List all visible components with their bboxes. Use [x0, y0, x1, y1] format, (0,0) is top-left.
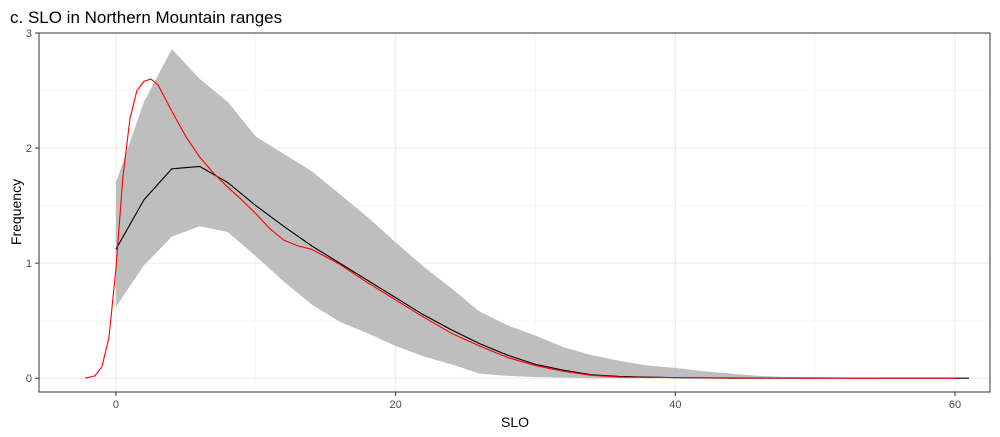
- series-lines-layer: [85, 78, 970, 379]
- x-axis-title: SLO: [501, 414, 529, 430]
- y-tick-label: 3: [26, 28, 32, 40]
- x-tick-label: 0: [113, 399, 119, 411]
- axis-ticks-layer: 0 20 40 60 0 1 2 3: [26, 28, 961, 411]
- panel-border-layer: [38, 32, 991, 393]
- y-tick-label: 1: [26, 258, 32, 270]
- y-tick-label: 2: [26, 143, 32, 155]
- observed-curve-line: [85, 78, 956, 379]
- x-tick-label: 60: [949, 399, 961, 411]
- chart-title: c. SLO in Northern Mountain ranges: [10, 8, 282, 27]
- x-tick-label: 20: [390, 399, 402, 411]
- confidence-band-layer: [115, 49, 970, 379]
- confidence-band: [115, 49, 970, 379]
- y-tick-label: 0: [26, 373, 32, 385]
- x-tick-label: 40: [669, 399, 681, 411]
- panel-border: [38, 32, 991, 393]
- y-axis-title: Frequency: [8, 179, 24, 245]
